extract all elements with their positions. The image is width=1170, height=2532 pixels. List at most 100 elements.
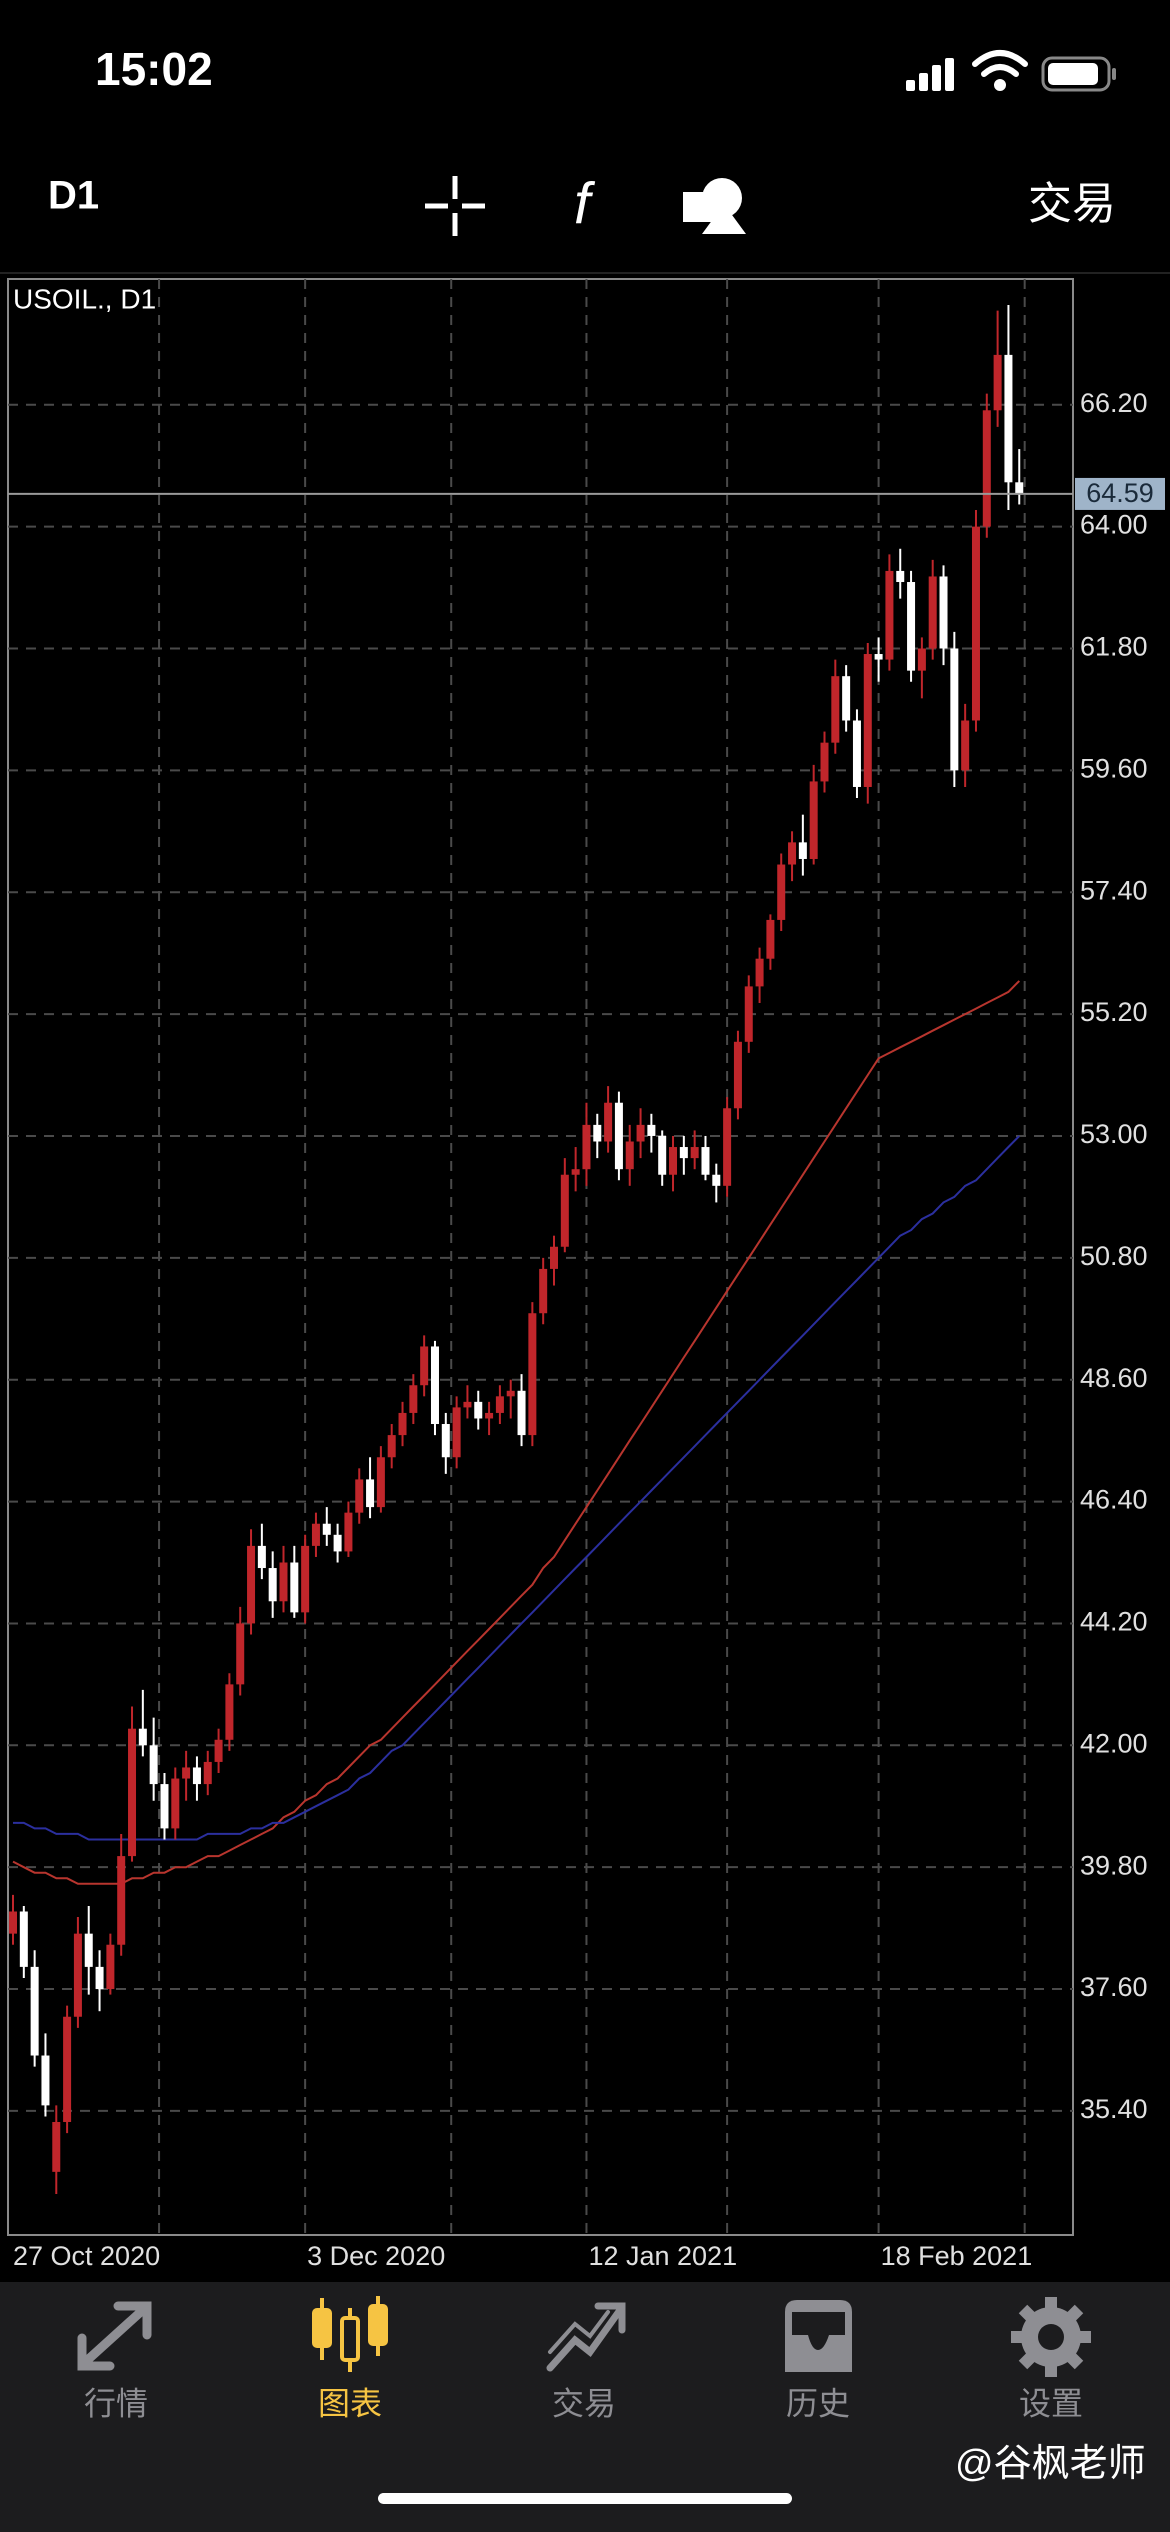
watermark: @谷枫老师 (955, 2443, 1146, 2485)
candle-body (95, 1966, 104, 1990)
candle-body (809, 781, 818, 859)
candle-body (766, 919, 775, 959)
candle-body (128, 1728, 137, 1857)
candle-body (30, 1966, 39, 2056)
x-tick-label: 27 Oct 2020 (13, 2241, 160, 2271)
candle-body (452, 1407, 461, 1458)
candle-body (441, 1424, 450, 1458)
tab-labels: 行情 图表 交易 历史 设置 (84, 2385, 1083, 2421)
y-tick-label: 55.20 (1080, 997, 1148, 1027)
candle-body (398, 1412, 407, 1436)
candle-body (885, 570, 894, 660)
candle-body (679, 1147, 688, 1159)
trade-button[interactable]: 交易 (1028, 180, 1116, 229)
tab-icon-settings (1011, 2297, 1091, 2377)
tab-icon-quotes (77, 2301, 152, 2371)
candle-body (528, 1313, 537, 1436)
objects-button[interactable] (683, 178, 746, 234)
y-tick-label: 42.00 (1080, 1728, 1148, 1758)
candle-body (950, 648, 959, 771)
candle-body (798, 842, 807, 859)
tab-label[interactable]: 图表 (318, 2385, 382, 2421)
moving-average-line (13, 1135, 1021, 1841)
candle-body (495, 1396, 504, 1413)
y-tick-label: 44.20 (1080, 1607, 1148, 1637)
tab-label[interactable]: 设置 (1019, 2385, 1083, 2421)
candle-body (366, 1479, 375, 1508)
candle-body (463, 1401, 472, 1408)
tab-icon-history (785, 2300, 852, 2372)
candle-body (701, 1147, 710, 1175)
candle-body (560, 1174, 569, 1247)
candle-body (73, 1933, 82, 2017)
y-tick-label: 48.60 (1080, 1363, 1148, 1393)
last-price-label: 64.59 (1086, 478, 1154, 508)
candle-body (1004, 354, 1013, 483)
candle-body (225, 1684, 234, 1740)
candle-body (961, 720, 970, 771)
candle-body (149, 1745, 158, 1785)
y-tick-label: 59.60 (1080, 753, 1148, 783)
candle-body (430, 1346, 439, 1425)
candle-body (842, 676, 851, 721)
timeframe-button[interactable]: D1 (48, 174, 99, 218)
plot-area: 66.20 64.00 61.80 59.60 57.40 55.20 53.00 50.80… (8, 279, 1165, 2271)
candle-body (539, 1268, 548, 1314)
candle-body (322, 1523, 331, 1535)
candle-body (192, 1767, 201, 1785)
candle-body (311, 1523, 320, 1546)
candle-body (993, 354, 1002, 411)
crosshair-button[interactable] (425, 176, 485, 236)
candle-body (669, 1147, 678, 1175)
candle-body (506, 1390, 515, 1397)
y-tick-label: 66.20 (1080, 388, 1148, 418)
wifi-icon (972, 50, 1028, 91)
candle-body (9, 1911, 17, 1934)
candle-body (171, 1778, 180, 1829)
x-tick-label: 12 Jan 2021 (588, 2241, 737, 2271)
candle-body (593, 1124, 602, 1142)
candle-body (647, 1124, 656, 1136)
tab-bar (0, 2282, 1170, 2532)
y-tick-label: 61.80 (1080, 632, 1148, 662)
candle-body (755, 958, 764, 987)
tab-label[interactable]: 行情 (84, 2385, 148, 2421)
candle-body (971, 526, 980, 721)
y-tick-label: 53.00 (1080, 1119, 1148, 1149)
candle-body (355, 1479, 364, 1513)
candle-body (387, 1435, 396, 1458)
battery-icon (1041, 56, 1116, 92)
candle-body (917, 648, 926, 671)
candle-body (744, 986, 753, 1042)
candle-body (517, 1390, 526, 1436)
tab-label[interactable]: 历史 (786, 2385, 850, 2421)
candle-body (658, 1135, 667, 1175)
signal-icon (906, 58, 954, 91)
chart-title: USOIL., D1 (13, 283, 156, 314)
candle-body (257, 1545, 266, 1569)
candle-body (614, 1102, 623, 1170)
candle-body (550, 1246, 558, 1269)
candle-body (1015, 482, 1024, 494)
y-tick-label: 57.40 (1080, 875, 1148, 905)
y-tick-label: 46.40 (1080, 1485, 1148, 1515)
candle-body (485, 1412, 494, 1419)
candle-body (582, 1124, 591, 1170)
candle-body (52, 2121, 61, 2172)
candle-body (625, 1141, 634, 1170)
tab-label[interactable]: 交易 (552, 2385, 616, 2421)
x-tick-label: 18 Feb 2021 (881, 2241, 1033, 2271)
candle-body (84, 1933, 93, 1967)
candle-body (712, 1174, 721, 1186)
candle-body (290, 1562, 299, 1613)
candle-body (723, 1108, 732, 1186)
candle-body (214, 1739, 223, 1762)
candle-body (160, 1784, 169, 1829)
candle-body (982, 410, 991, 527)
candle-body (788, 842, 797, 865)
candle-body (19, 1911, 28, 1967)
candle-body (63, 2016, 72, 2122)
candle-body (409, 1385, 418, 1413)
